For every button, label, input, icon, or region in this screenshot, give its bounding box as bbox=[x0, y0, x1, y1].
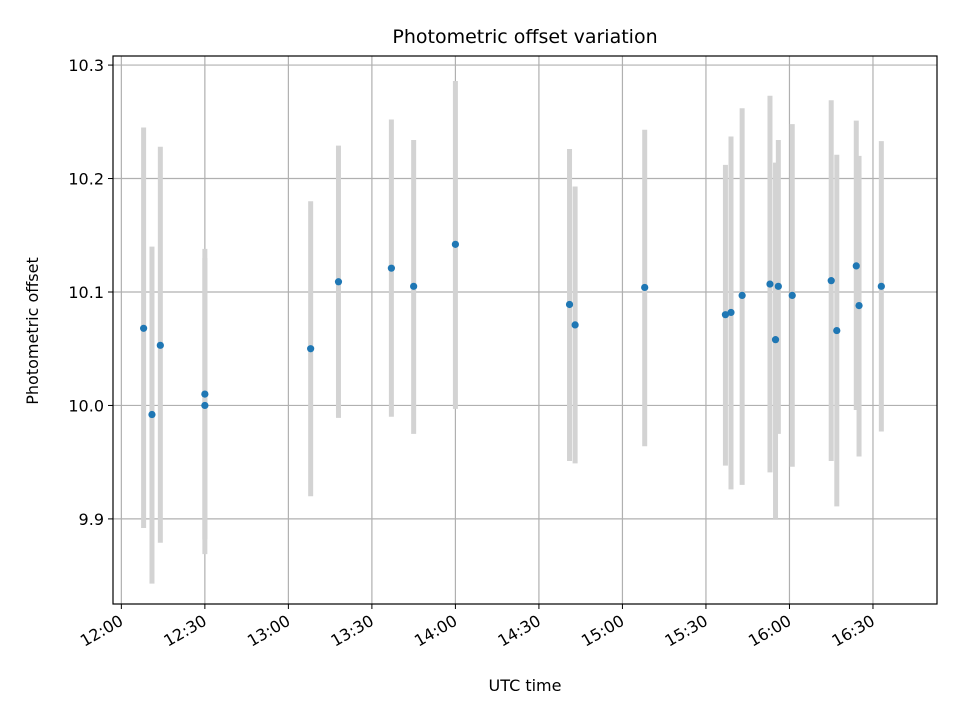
data-point bbox=[140, 324, 148, 332]
data-point bbox=[771, 336, 780, 344]
y-axis: 9.9 10.0 10.1 10.2 10.3 bbox=[68, 56, 113, 529]
x-tick-label: 13:00 bbox=[244, 611, 293, 651]
plot-frame bbox=[112, 55, 938, 605]
data-point bbox=[774, 282, 782, 290]
y-tick-label: 9.9 bbox=[79, 510, 104, 529]
y-tick-label: 10.3 bbox=[68, 56, 104, 75]
data-point bbox=[855, 302, 863, 310]
data-point bbox=[852, 262, 860, 270]
data-point bbox=[721, 311, 730, 319]
x-axis: 12:00 12:30 13:00 13:30 14:00 14:30 15:00 15:30… bbox=[77, 604, 878, 651]
data-point bbox=[827, 277, 835, 285]
x-tick-label: 13:30 bbox=[327, 611, 376, 651]
data-point bbox=[788, 291, 796, 299]
data-point bbox=[148, 410, 156, 419]
data-point bbox=[833, 326, 841, 335]
data-point bbox=[766, 280, 774, 288]
data-points bbox=[140, 240, 885, 419]
y-tick-label: 10.2 bbox=[68, 170, 104, 189]
data-point bbox=[201, 390, 209, 398]
x-tick-label: 12:00 bbox=[77, 611, 126, 651]
data-point bbox=[565, 300, 574, 309]
y-axis-label: Photometric offset bbox=[23, 257, 42, 405]
grid bbox=[113, 56, 937, 604]
data-point bbox=[877, 282, 885, 290]
data-point bbox=[641, 283, 649, 292]
x-tick-label: 16:30 bbox=[829, 611, 878, 651]
data-point bbox=[334, 278, 343, 286]
x-tick-label: 16:00 bbox=[745, 611, 794, 651]
y-tick-label: 10.1 bbox=[68, 283, 104, 302]
data-point bbox=[451, 240, 460, 248]
data-point bbox=[410, 282, 418, 290]
x-axis-label: UTC time bbox=[489, 676, 562, 695]
x-tick-label: 14:00 bbox=[411, 611, 460, 651]
data-point bbox=[201, 401, 209, 410]
data-point bbox=[387, 264, 395, 272]
y-tick-label: 10.0 bbox=[68, 396, 104, 415]
data-point bbox=[156, 341, 164, 349]
data-point bbox=[307, 345, 315, 353]
error-bars bbox=[141, 80, 884, 584]
data-point bbox=[727, 308, 735, 317]
data-point bbox=[571, 321, 579, 329]
x-tick-label: 15:30 bbox=[662, 611, 711, 651]
x-tick-label: 14:30 bbox=[494, 611, 543, 651]
chart-title: Photometric offset variation bbox=[392, 26, 657, 48]
data-point bbox=[738, 291, 746, 299]
x-tick-label: 15:00 bbox=[578, 611, 627, 651]
x-tick-label: 12:30 bbox=[160, 611, 209, 651]
